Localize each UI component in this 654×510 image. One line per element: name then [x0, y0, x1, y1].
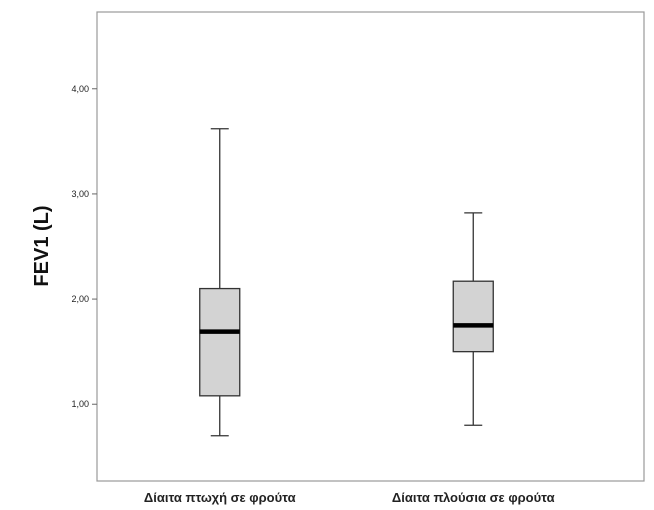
box-series — [199, 128, 494, 437]
y-tick-label: 3,00 — [71, 189, 89, 199]
x-category-label: Δίαιτα πλούσια σε φρούτα — [392, 490, 555, 505]
x-category-label: Δίαιτα πτωχή σε φρούτα — [144, 490, 296, 505]
iqr-box — [199, 287, 241, 397]
x-axis-labels: Δίαιτα πτωχή σε φρούτα Δίαιτα πλούσια σε … — [144, 490, 555, 505]
iqr-box — [452, 280, 494, 353]
box-group — [452, 212, 494, 426]
y-tick-label: 2,00 — [71, 294, 89, 304]
y-tick-label: 4,00 — [71, 84, 89, 94]
box-group — [199, 128, 241, 437]
y-axis-title: FEV1 (L) — [31, 205, 53, 286]
y-tick-label: 1,00 — [71, 399, 89, 409]
y-axis-ticks: 1,00 2,00 3,00 4,00 — [71, 84, 97, 409]
plot-area — [96, 11, 645, 482]
